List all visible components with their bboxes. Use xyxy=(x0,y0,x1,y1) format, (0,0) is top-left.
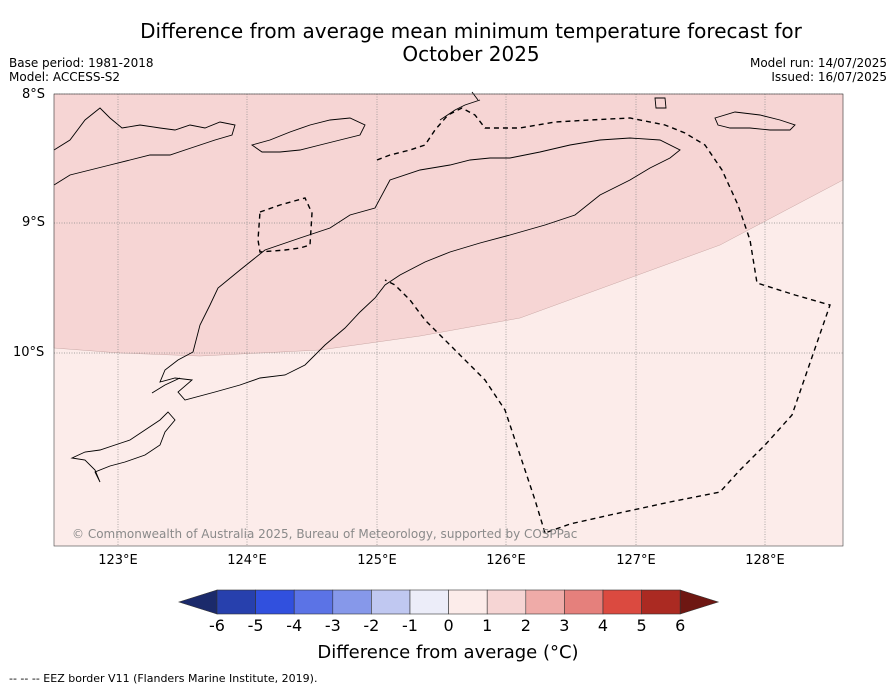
colorbar-tick-label: -6 xyxy=(209,616,225,635)
colorbar-bin xyxy=(448,589,488,615)
lat-label-8s: 8°S xyxy=(22,87,46,102)
colorbar-tick-label: 5 xyxy=(636,616,647,635)
timor-coastline xyxy=(159,137,681,401)
coastlines xyxy=(53,91,796,483)
eez-border-oecusse xyxy=(257,197,313,253)
chart-title: Difference from average mean minimum tem… xyxy=(140,19,802,66)
sumba-coastline xyxy=(70,411,176,483)
colorbar-bin xyxy=(255,589,295,615)
lon-label-126e: 126°E xyxy=(486,553,526,568)
lat-label-9s: 9°S xyxy=(22,215,46,230)
lon-label-124e: 124°E xyxy=(227,553,267,568)
eez-footnote: -- -- -- EEZ border V11 (Flanders Marine… xyxy=(9,672,318,685)
lon-label-125e: 125°E xyxy=(357,553,397,568)
babar-coastline xyxy=(714,111,796,131)
eez-borders xyxy=(257,107,831,534)
rote-coastline xyxy=(151,377,181,394)
eez-border-timor-north xyxy=(376,107,831,534)
issued-date: Issued: 16/07/2025 xyxy=(771,70,887,84)
colorbar-tick-label: -5 xyxy=(247,616,264,635)
copyright-notice: © Commonwealth of Australia 2025, Bureau… xyxy=(72,527,578,541)
small-island-coastline xyxy=(654,97,667,109)
colorbar-bin xyxy=(486,589,527,615)
colorbar-tick-label: 6 xyxy=(675,616,686,635)
lon-label-127e: 127°E xyxy=(616,553,656,568)
colorbar-tick-label: -1 xyxy=(402,616,418,635)
colorbar-tick-label: -3 xyxy=(324,616,341,635)
colorbar-bin xyxy=(525,589,565,615)
lon-label-128e: 128°E xyxy=(745,553,785,568)
colorbar-bin xyxy=(216,589,256,615)
colorbar-bin xyxy=(409,589,449,615)
colorbar-tick-label: 3 xyxy=(559,616,570,635)
model-name: Model: ACCESS-S2 xyxy=(9,70,121,84)
base-period: Base period: 1981-2018 xyxy=(9,56,154,70)
colorbar-tick-label: 2 xyxy=(520,616,531,635)
colorbar-bin xyxy=(641,589,681,615)
colorbar-bin xyxy=(602,589,642,615)
meta-left: Base period: 1981-2018 Model: ACCESS-S2 xyxy=(9,56,154,84)
lat-label-10s: 10°S xyxy=(13,345,45,360)
map-frame xyxy=(53,93,844,547)
colorbar-label: Difference from average (°C) xyxy=(317,642,579,663)
flores-coastline xyxy=(53,107,236,186)
colorbar-bin xyxy=(293,589,334,615)
alor-coastline xyxy=(250,117,366,153)
eez-border-timor-south xyxy=(384,279,546,534)
colorbar-tick-label: 4 xyxy=(597,616,609,635)
colorbar-tick-label: -2 xyxy=(363,616,380,635)
colorbar-tick-label: 0 xyxy=(443,616,454,635)
model-run: Model run: 14/07/2025 xyxy=(749,56,887,70)
lon-label-123e: 123°E xyxy=(98,553,138,568)
colorbar xyxy=(178,589,720,615)
colorbar-bin xyxy=(332,589,372,615)
colorbar-extend-low xyxy=(178,589,218,615)
colorbar-tick-label: 1 xyxy=(482,616,493,635)
colorbar-bin xyxy=(371,589,411,615)
colorbar-extend-high xyxy=(679,589,720,615)
wetar-coastline xyxy=(439,91,481,121)
colorbar-tick-label: -4 xyxy=(286,616,303,635)
meta-right: Model run: 14/07/2025 Issued: 16/07/2025 xyxy=(750,56,887,84)
colorbar-bin xyxy=(564,589,604,615)
